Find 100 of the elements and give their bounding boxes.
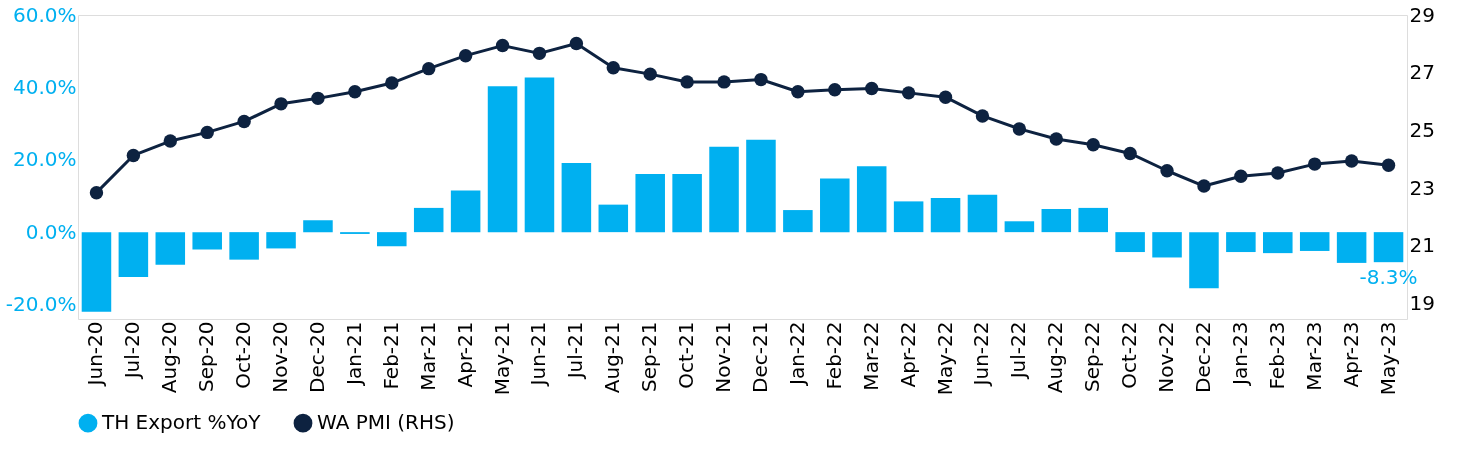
point (311, 91, 325, 106)
x-tick-label: Jun-21 (526, 321, 551, 388)
x-tick-label: Dec-20 (304, 321, 329, 393)
x-tick-label: Nov-20 (268, 321, 293, 393)
y2-tick-label: 29 (1409, 2, 1435, 27)
x-tick-label: May-23 (1375, 321, 1400, 396)
x-tick-label: Jan-22 (784, 321, 809, 387)
point (680, 75, 694, 89)
bar (1189, 232, 1219, 289)
x-tick-label: Sep-20 (194, 321, 219, 392)
x-tick-label: Mar-23 (1301, 321, 1326, 391)
bar (450, 190, 481, 233)
bar (1115, 232, 1145, 253)
point (938, 90, 953, 104)
point (1049, 132, 1063, 146)
point (1160, 164, 1174, 178)
legend-label: WA PMI (RHS) (317, 410, 455, 435)
bar (672, 173, 702, 233)
x-tick-label: Oct-22 (1117, 321, 1142, 389)
bar (1373, 232, 1404, 263)
point (163, 134, 177, 148)
bar (598, 204, 629, 233)
x-tick-label: Jan-21 (341, 321, 366, 387)
y-tick-label: 20.0% (12, 147, 77, 172)
x-tick-label: Nov-21 (711, 321, 736, 393)
x-tick-label: Mar-22 (858, 321, 883, 391)
point (606, 61, 620, 75)
point (1381, 158, 1396, 172)
x-tick-label: Jul-21 (563, 321, 588, 381)
point (1344, 154, 1359, 168)
point (975, 109, 990, 123)
y2-tick-label: 25 (1409, 117, 1435, 142)
point (89, 185, 104, 200)
x-tick-label: Apr-23 (1338, 321, 1363, 388)
bar (1041, 208, 1072, 233)
bar (118, 232, 149, 278)
bar (81, 232, 112, 312)
x-tick-label: Feb-23 (1264, 321, 1289, 390)
bar (1078, 207, 1108, 233)
point (717, 75, 731, 89)
bar (524, 77, 555, 233)
y-tick-label: -20.0% (5, 292, 77, 317)
x-tick-label: Aug-20 (157, 321, 182, 394)
x-tick-label: May-22 (932, 321, 957, 396)
bar (1336, 232, 1367, 263)
point (828, 83, 842, 97)
point (348, 85, 362, 99)
y-tick-label: 60.0% (12, 2, 77, 27)
point (1271, 166, 1285, 180)
x-tick-label: Jun-20 (83, 321, 108, 388)
y-tick-label: 40.0% (12, 74, 77, 99)
x-tick-label: Feb-21 (378, 321, 403, 390)
bar (820, 178, 850, 233)
x-tick-label: Nov-22 (1154, 321, 1179, 393)
x-tick-label: Sep-22 (1080, 321, 1105, 392)
y2-tick-label: 27 (1409, 60, 1435, 85)
bar (1152, 232, 1182, 258)
bar (1299, 232, 1330, 251)
point (1123, 146, 1137, 161)
point (1086, 138, 1100, 152)
bar (635, 173, 665, 233)
bar (377, 232, 407, 247)
legend-label: TH Export %YoY (101, 410, 262, 435)
x-tick-label: Sep-21 (637, 321, 662, 392)
data-label: -8.3% (1359, 265, 1418, 290)
point (901, 86, 916, 100)
point (865, 81, 879, 96)
x-tick-label: Apr-21 (452, 321, 477, 388)
x-tick-label: Mar-21 (415, 321, 440, 391)
bar (561, 163, 592, 233)
point (1197, 179, 1211, 193)
y2-tick-label: 21 (1409, 233, 1435, 258)
bar (709, 146, 739, 233)
x-tick-label: May-21 (489, 321, 514, 396)
point (200, 125, 214, 140)
x-tick-label: Jan-23 (1227, 321, 1252, 387)
point (1012, 122, 1027, 136)
bar (856, 166, 887, 233)
x-tick-label: Jul-20 (120, 321, 145, 381)
x-tick-label: Dec-21 (747, 321, 772, 393)
point (458, 48, 473, 63)
x-tick-label: Jun-22 (969, 321, 994, 388)
point (1234, 169, 1248, 183)
bar (155, 232, 186, 265)
point (274, 97, 288, 111)
point (643, 67, 657, 81)
bar (487, 86, 518, 233)
y2-tick-label: 19 (1409, 290, 1435, 315)
x-tick-label: Aug-22 (1043, 321, 1068, 394)
point (385, 76, 399, 90)
bar (229, 232, 259, 260)
bar (1004, 221, 1035, 233)
point (422, 61, 436, 76)
bar (746, 139, 776, 233)
bar (930, 198, 961, 233)
bar (1226, 232, 1256, 253)
x-tick-label: Oct-21 (674, 321, 699, 389)
y2-tick-label: 23 (1409, 175, 1435, 200)
point (495, 38, 510, 53)
bar (1263, 232, 1293, 254)
